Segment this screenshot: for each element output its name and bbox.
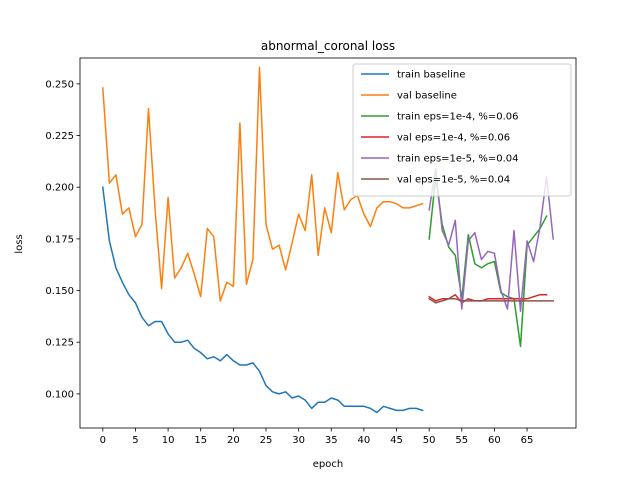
- chart-title: abnormal_coronal loss: [261, 39, 395, 53]
- x-tick-label: 20: [227, 435, 240, 446]
- x-tick-label: 65: [521, 435, 534, 446]
- x-tick-label: 25: [260, 435, 273, 446]
- x-tick-label: 35: [325, 435, 338, 446]
- series-line-0: [101, 186, 424, 414]
- x-tick-label: 0: [100, 435, 106, 446]
- y-tick-label: 0.200: [45, 183, 74, 194]
- series-layer: [101, 66, 555, 414]
- legend: train baseline val baseline train eps=1e-4…: [352, 63, 572, 197]
- series-line-5: [428, 297, 554, 304]
- axes-frame: [79, 57, 577, 429]
- legend-label-1: val baseline: [397, 91, 457, 102]
- series-line-4: [428, 167, 555, 312]
- axes-layer: 0 5 10 15 20 25 30 35 40 45 50 55 60 65 0.100 0.125 0.15…: [45, 57, 577, 446]
- legend-label-4: train eps=1e-5, %=0.04: [397, 154, 519, 165]
- x-tick-label: 55: [455, 435, 468, 446]
- legend-box: [352, 63, 572, 197]
- x-tick-label: 60: [488, 435, 501, 446]
- legend-label-2: train eps=1e-4, %=0.06: [397, 112, 519, 123]
- legend-label-3: val eps=1e-4, %=0.06: [397, 133, 510, 144]
- y-tick-label: 0.225: [45, 131, 74, 142]
- x-tick-label: 45: [390, 435, 403, 446]
- legend-label-5: val eps=1e-5, %=0.04: [397, 175, 510, 186]
- x-tick-label: 30: [292, 435, 305, 446]
- x-tick-label: 15: [194, 435, 207, 446]
- x-tick-label: 10: [162, 435, 175, 446]
- x-tick-label: 50: [423, 435, 436, 446]
- series-line-1: [101, 66, 424, 302]
- y-tick-label: 0.125: [45, 338, 74, 349]
- y-tick-label: 0.100: [45, 389, 74, 400]
- x-axis-label: epoch: [313, 459, 343, 470]
- x-tick-label: 5: [132, 435, 138, 446]
- y-tick-label: 0.150: [45, 286, 74, 297]
- y-tick-label: 0.250: [45, 79, 74, 90]
- y-tick-label: 0.175: [45, 234, 74, 245]
- legend-label-0: train baseline: [397, 70, 465, 81]
- x-tick-label: 40: [358, 435, 371, 446]
- y-axis-label: loss: [14, 234, 25, 253]
